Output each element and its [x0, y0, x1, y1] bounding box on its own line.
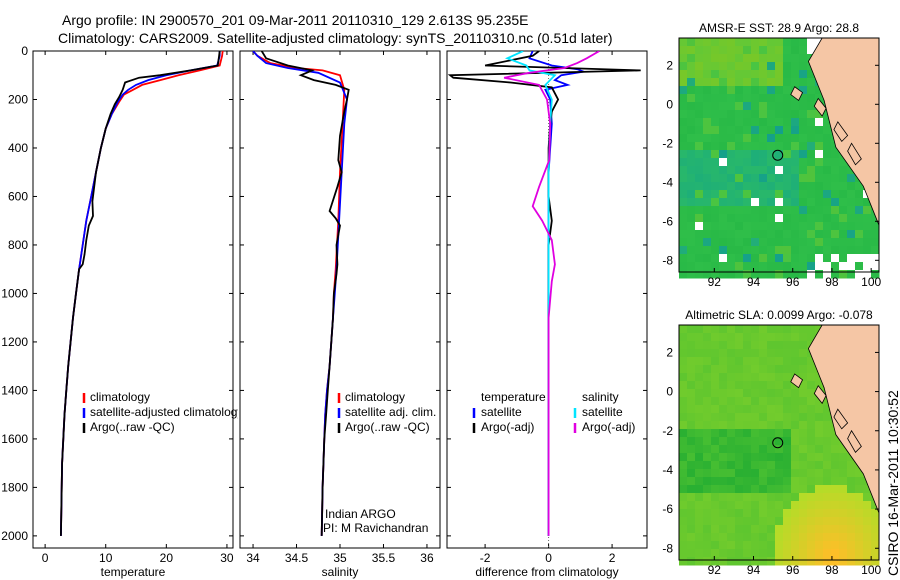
panel-salinity: 34 34.5 35 35.5 36 salinity climatologysatelli…: [239, 50, 441, 579]
sla-map-xtick-label: 92: [708, 563, 722, 577]
sla-map-ytick-label: -2: [662, 424, 673, 438]
legend-header: salinity: [582, 390, 619, 404]
sla-map-ytick-label: -6: [662, 502, 673, 516]
legend-label: Argo(-adj): [481, 420, 534, 434]
depth-tick-label: 0: [21, 44, 28, 58]
sst-map-ytick-label: -2: [662, 136, 673, 150]
temperature-xtick-label: 20: [160, 551, 174, 565]
depth-tick-label: 600: [8, 189, 28, 203]
title-line-1: Argo profile: IN 2900570_201 09-Mar-2011…: [62, 12, 529, 28]
salinity-xtick-label: 34: [246, 551, 260, 565]
temperature-xtick-label: 30: [220, 551, 234, 565]
difference-xtick-label: 0: [545, 551, 552, 565]
legend-label: Argo(..raw -QC): [345, 420, 430, 434]
depth-tick-label: 1600: [1, 432, 28, 446]
island-land: [813, 384, 827, 405]
depth-tick-label: 1000: [1, 286, 28, 300]
sst-map-title: AMSR-E SST: 28.9 Argo: 28.8: [699, 21, 859, 35]
sst-map-xtick-label: 92: [708, 275, 722, 289]
salinity-xtick-label: 35: [333, 551, 347, 565]
sla-map-xtick-label: 98: [825, 563, 839, 577]
annotation-line: Indian ARGO: [325, 507, 396, 521]
sst-map-xtick-label: 96: [786, 275, 800, 289]
salinity-xtick-label: 36: [420, 551, 434, 565]
sla-map-xtick-label: 96: [786, 563, 800, 577]
panel-temperature: 0 10 20 30 temperature 0 200 400 600 800 1000 1200 1…: [1, 44, 243, 579]
depth-tick-label: 200: [8, 92, 28, 106]
temperature-xtick-label: 0: [42, 551, 49, 565]
series-argo-raw-qc-: [260, 51, 350, 536]
sst-map-ytick-label: -4: [662, 175, 673, 189]
credit-label: CSIRO 16-Mar-2011 10:30:52: [885, 390, 900, 576]
island-land: [833, 408, 849, 430]
argo-position-marker: [772, 437, 784, 449]
island-land: [833, 121, 849, 142]
island-land: [813, 97, 827, 117]
depth-tick-label: 2000: [1, 529, 28, 543]
legend-label: satellite: [582, 405, 623, 419]
island-land: [847, 429, 862, 453]
legend-label: Argo(-adj): [582, 420, 635, 434]
sst-map-xtick-label: 94: [747, 275, 761, 289]
plot-area: 0 10 20 30temperature0200400600800100012001…: [1, 21, 881, 579]
salinity-xlabel: salinity: [322, 565, 359, 579]
legend-label: satellite-adjusted climatology: [90, 405, 243, 419]
title-line-2: Climatology: CARS2009. Satellite-adjuste…: [58, 30, 613, 46]
sla-map-ytick-label: -8: [662, 541, 673, 555]
legend-label: climatology: [345, 390, 405, 404]
series-argo-raw-qc-: [60, 51, 221, 536]
island-land: [790, 86, 804, 102]
salinity-xtick-label: 34.5: [285, 551, 309, 565]
sst-map-grid: [679, 38, 880, 279]
difference-axes-frame: [446, 50, 648, 549]
temperature-xtick-label: 10: [99, 551, 113, 565]
sst-map-ytick-label: -6: [662, 214, 673, 228]
sst-map-ytick-label: -8: [662, 253, 673, 267]
annotation-line: PI: M Ravichandran: [323, 521, 428, 535]
difference-xtick-label: 2: [609, 551, 616, 565]
salinity-xtick-label: 35.5: [372, 551, 396, 565]
panel-sla-map: Altimetric SLA: 0.0099 Argo: -0.078 92 94 9…: [662, 308, 881, 577]
sst-map-frame: [678, 37, 880, 273]
depth-tick-label: 800: [8, 238, 28, 252]
temperature-axes-frame: [32, 50, 234, 549]
sla-map-xtick-label: 100: [861, 563, 881, 577]
salinity-axes-frame: [239, 50, 441, 549]
argo-position-marker: [772, 149, 784, 161]
depth-tick-label: 1400: [1, 383, 28, 397]
sst-map-ytick-label: 0: [666, 97, 673, 111]
legend-label: satellite: [481, 405, 522, 419]
sst-map-xtick-label: 98: [825, 275, 839, 289]
legend-header: temperature: [481, 390, 546, 404]
panel-sst-map: AMSR-E SST: 28.9 Argo: 28.8 92 94 96 98 100 2 0…: [662, 21, 881, 289]
depth-tick-label: 1200: [1, 335, 28, 349]
series-salinity-argo-adj-: [503, 51, 600, 536]
sst-map-ytick-label: 2: [666, 58, 673, 72]
sla-map-ytick-label: 0: [666, 385, 673, 399]
depth-tick-label: 400: [8, 141, 28, 155]
legend-label: Argo(..raw -QC): [90, 420, 175, 434]
island-land: [847, 142, 862, 166]
legend-label: climatology: [90, 390, 150, 404]
sla-map-xtick-label: 94: [747, 563, 761, 577]
sla-map-ytick-label: 2: [666, 345, 673, 359]
island-land: [790, 373, 804, 389]
sla-map-ytick-label: -4: [662, 463, 673, 477]
legend-label: satellite adj. clim.: [345, 405, 436, 419]
difference-xtick-label: -2: [480, 551, 491, 565]
temperature-xlabel: temperature: [101, 565, 166, 579]
sst-map-xtick-label: 100: [861, 275, 881, 289]
difference-xlabel: difference from climatology: [475, 565, 618, 579]
depth-tick-label: 1800: [1, 480, 28, 494]
sla-map-title: Altimetric SLA: 0.0099 Argo: -0.078: [685, 308, 873, 322]
sla-map-frame: [678, 324, 880, 561]
